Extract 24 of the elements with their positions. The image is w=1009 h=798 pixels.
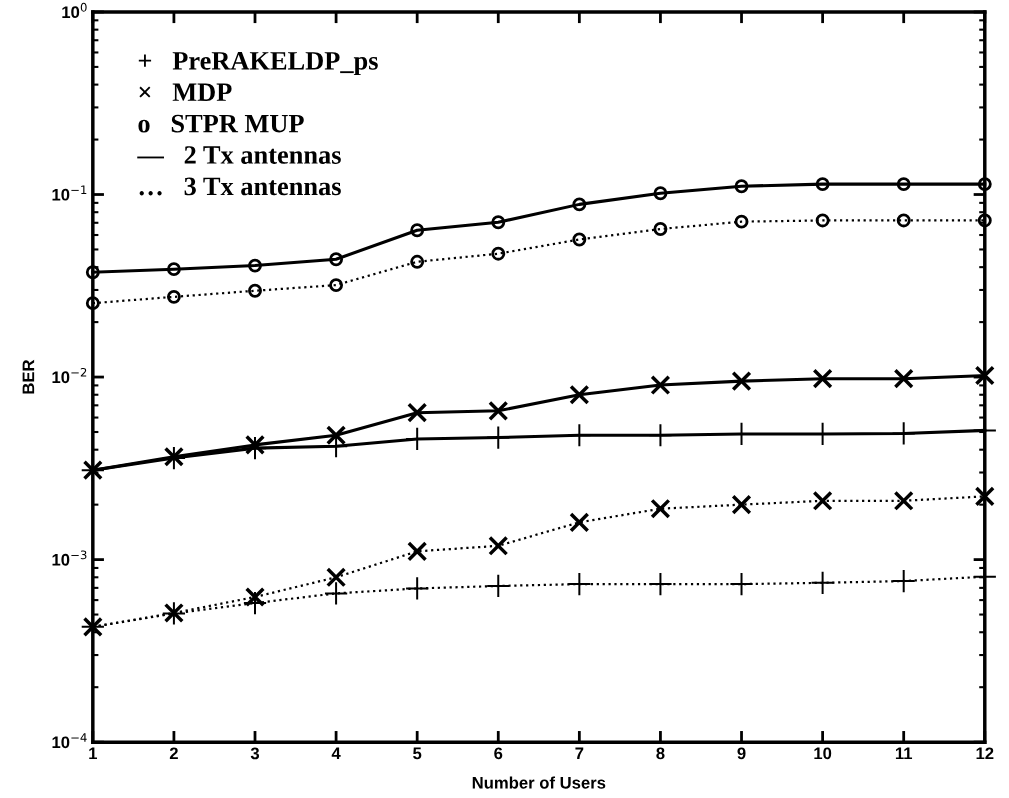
annotation: … 3 Tx antennas bbox=[139, 177, 341, 196]
x-tick-label: 7 bbox=[575, 747, 584, 760]
x-tick-label: 11 bbox=[895, 747, 913, 760]
x-tick-label: 9 bbox=[737, 747, 746, 760]
x-tick-label: 6 bbox=[494, 747, 503, 760]
y-tick-label: 10$^{−1}$ bbox=[52, 185, 87, 201]
x-tick-label: 1 bbox=[89, 747, 97, 760]
x-tick-label: 12 bbox=[976, 747, 994, 760]
x-tick-label: 10 bbox=[814, 747, 832, 760]
annotation: + PreRAKELDP_ps bbox=[138, 52, 378, 76]
x-tick-label: 5 bbox=[413, 747, 422, 760]
x-tick-label: 4 bbox=[331, 747, 341, 760]
annotation: — 2 Tx antennas bbox=[137, 146, 341, 164]
y-tick-label: 10$^{0}$ bbox=[62, 2, 87, 19]
y-tick-label: 10$^{−2}$ bbox=[52, 367, 87, 384]
x-tick-label: 8 bbox=[656, 747, 665, 760]
y-tick-label: 10$^{−3}$ bbox=[52, 550, 87, 566]
annotation: o STPR MUP bbox=[138, 114, 304, 133]
x-tick-label: 2 bbox=[169, 747, 178, 760]
annotation: × MDP bbox=[139, 83, 232, 101]
y-axis-title: BER bbox=[22, 359, 35, 394]
y-tick-label: 10$^{−4}$ bbox=[52, 733, 87, 749]
x-tick-label: 3 bbox=[250, 747, 260, 760]
x-axis-title: Number of Users bbox=[472, 776, 606, 789]
